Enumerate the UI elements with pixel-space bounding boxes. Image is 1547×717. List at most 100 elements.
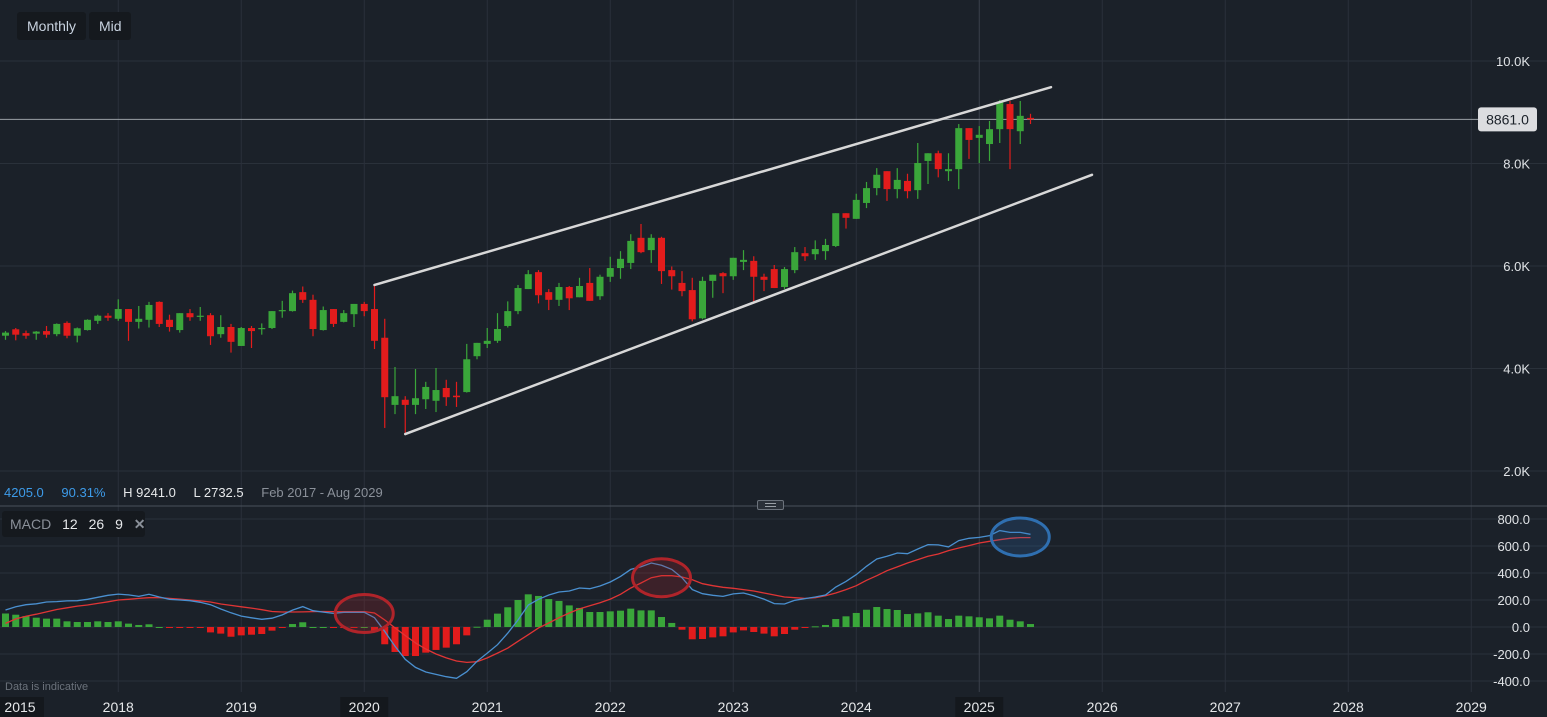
candle-body — [514, 288, 522, 312]
candle-body — [709, 274, 717, 281]
candle-body — [442, 387, 450, 398]
candle-body — [678, 282, 686, 292]
low-value: L 2732.5 — [193, 485, 244, 500]
macd-histogram-bar — [350, 627, 358, 628]
candle-body — [1006, 104, 1014, 130]
macd-histogram-bar — [934, 615, 942, 627]
x-axis-label: 2015 — [4, 699, 35, 715]
macd-histogram-bar — [125, 623, 132, 627]
macd-histogram-bar — [688, 627, 696, 640]
candle — [945, 153, 952, 181]
change-value: 4205.0 — [4, 485, 44, 500]
macd-histogram-bar — [955, 615, 963, 627]
macd-histogram-bar — [196, 627, 204, 628]
macd-histogram-bar — [873, 607, 881, 627]
candle — [709, 274, 717, 298]
candle — [309, 294, 317, 337]
candle — [596, 274, 604, 300]
annotation-ellipse — [333, 593, 395, 634]
macd-histogram-bar — [719, 627, 727, 637]
candle-body — [986, 129, 993, 145]
x-axis-label: 2024 — [841, 699, 872, 715]
price-type-button[interactable]: Mid — [89, 12, 131, 40]
candle-body — [883, 171, 891, 190]
candle-body — [53, 323, 61, 335]
macd-histogram-bar — [22, 616, 30, 627]
candle-body — [535, 272, 542, 296]
candle-body — [924, 153, 932, 161]
date-range: Feb 2017 - Aug 2029 — [261, 485, 383, 500]
candle-body — [125, 309, 132, 322]
candle-body — [627, 240, 635, 263]
macd-histogram-bar — [996, 615, 1004, 627]
candle-body — [43, 331, 50, 335]
candle-body — [863, 188, 870, 203]
candle — [401, 396, 409, 434]
candle — [668, 266, 676, 290]
candle — [760, 273, 768, 292]
candle-body — [155, 301, 163, 324]
macd-histogram-bar — [760, 627, 768, 634]
macd-histogram-bar — [176, 627, 184, 628]
candle — [12, 328, 20, 341]
candle-body — [135, 318, 143, 322]
candle — [483, 328, 491, 348]
macd-histogram-bar — [1027, 624, 1034, 627]
candle-body — [873, 174, 881, 189]
macd-histogram-bar — [986, 618, 993, 627]
candle — [22, 330, 30, 339]
macd-histogram-bar — [975, 617, 983, 627]
macd-histogram-bar — [299, 622, 307, 627]
candle-body — [975, 134, 983, 138]
macd-histogram-bar — [617, 610, 624, 627]
macd-histogram-bar — [1016, 621, 1024, 627]
macd-histogram-bar — [186, 627, 194, 628]
candle — [699, 276, 706, 320]
candle-body — [719, 273, 727, 277]
candle-body — [371, 309, 378, 341]
macd-legend[interactable]: MACD 12 26 9 ✕ — [2, 511, 145, 537]
macd-histogram-bar — [750, 627, 758, 632]
x-axis-label: 2028 — [1333, 699, 1364, 715]
candle-body — [801, 253, 809, 257]
macd-histogram-bar — [801, 627, 809, 628]
macd-histogram-bar — [494, 613, 501, 627]
candle — [627, 234, 635, 270]
candle-body — [811, 249, 819, 255]
candle-body — [401, 399, 409, 405]
candle-body — [12, 329, 20, 335]
candle-body — [637, 237, 645, 253]
candle — [196, 307, 204, 321]
candle-body — [596, 276, 604, 297]
candle-body — [647, 237, 655, 251]
candle — [719, 272, 727, 294]
candle-body — [350, 303, 358, 315]
candle — [770, 264, 778, 289]
candle — [524, 270, 532, 290]
candle-body — [904, 180, 911, 192]
close-icon[interactable]: ✕ — [133, 516, 146, 532]
macd-histogram-bar — [268, 627, 276, 631]
candle — [924, 153, 932, 184]
interval-button[interactable]: Monthly — [17, 12, 86, 40]
candle — [504, 301, 512, 328]
candle-body — [955, 128, 963, 170]
macd-signal-line — [5, 536, 1031, 664]
candle-body — [94, 315, 102, 321]
price-axis-label: 8.0K — [1503, 157, 1530, 172]
macd-histogram-bar — [84, 622, 91, 627]
macd-histogram-bar — [2, 613, 9, 627]
x-axis-label: 2025 — [964, 699, 995, 715]
panel-resize-handle[interactable] — [757, 500, 784, 510]
candle — [381, 318, 389, 428]
macd-label: MACD — [10, 516, 52, 532]
macd-slow: 26 — [88, 516, 105, 532]
candle — [852, 193, 860, 219]
macd-fast: 12 — [62, 516, 78, 532]
x-axis-label: 2019 — [226, 699, 257, 715]
candle-body — [84, 319, 91, 331]
macd-axis-label: 400.0 — [1497, 566, 1530, 581]
candle — [258, 323, 266, 335]
macd-histogram-bar — [904, 614, 911, 627]
